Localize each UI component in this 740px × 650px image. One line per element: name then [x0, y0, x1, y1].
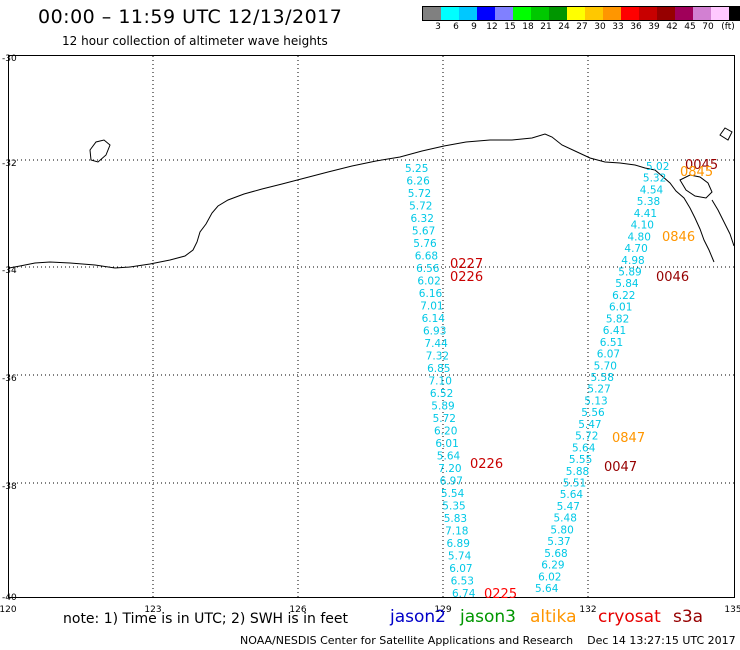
color-scale-bar — [422, 6, 740, 21]
units-note: note: 1) Time is in UTC; 2) SWH is in fe… — [63, 611, 349, 627]
satellite-altika: altika — [530, 607, 577, 627]
scale-label: 42 — [666, 22, 678, 32]
scale-swatch — [495, 7, 513, 20]
scale-label: 18 — [522, 22, 534, 32]
scale-label: 39 — [648, 22, 660, 32]
credit-text: NOAA/NESDIS Center for Satellite Applica… — [240, 634, 574, 647]
satellite-jason2: jason2 — [390, 607, 446, 627]
scale-label: 70 — [702, 22, 714, 32]
scale-swatch — [441, 7, 459, 20]
map-subtitle: 12 hour collection of altimeter wave hei… — [62, 34, 328, 48]
scale-swatch — [693, 7, 711, 20]
scale-label: 45 — [684, 22, 696, 32]
scale-swatch — [567, 7, 585, 20]
scale-label: 21 — [540, 22, 552, 32]
scale-swatch — [549, 7, 567, 20]
scale-swatch — [729, 7, 740, 20]
scale-swatch — [621, 7, 639, 20]
scale-label: 24 — [558, 22, 570, 32]
scale-label: 15 — [504, 22, 516, 32]
scale-swatch — [639, 7, 657, 20]
scale-label: 3 — [435, 22, 441, 32]
scale-swatch — [675, 7, 693, 20]
scale-swatch — [459, 7, 477, 20]
map-title: 00:00 – 11:59 UTC 12/13/2017 — [38, 6, 343, 28]
satellite-cryosat: cryosat — [598, 607, 661, 627]
satellite-jason3: jason3 — [460, 607, 516, 627]
scale-swatch — [657, 7, 675, 20]
scale-swatch — [513, 7, 531, 20]
map-frame — [8, 55, 735, 598]
scale-swatch — [423, 7, 441, 20]
lon-tick-label: 135 — [724, 605, 740, 615]
color-scale-labels: 3 6 9 12 15 18 21 24 27 30 33 36 39 42 45 70 (ft) — [422, 22, 740, 34]
scale-label: 33 — [612, 22, 624, 32]
timestamp-text: Dec 14 13:27:15 UTC 2017 — [587, 634, 736, 647]
scale-label: 27 — [576, 22, 588, 32]
scale-swatch — [531, 7, 549, 20]
scale-swatch — [603, 7, 621, 20]
scale-label: 9 — [471, 22, 477, 32]
lon-tick-label: 120 — [0, 605, 17, 615]
footer-credit: NOAA/NESDIS Center for Satellite Applica… — [240, 634, 736, 647]
satellite-s3a: s3a — [673, 607, 704, 627]
scale-label: 12 — [486, 22, 498, 32]
scale-swatch — [585, 7, 603, 20]
scale-swatch — [477, 7, 495, 20]
scale-label: 6 — [453, 22, 459, 32]
scale-unit-label: (ft) — [721, 22, 735, 32]
scale-swatch — [711, 7, 729, 20]
scale-label: 36 — [630, 22, 642, 32]
lon-tick-label: 132 — [579, 605, 596, 615]
scale-label: 30 — [594, 22, 606, 32]
